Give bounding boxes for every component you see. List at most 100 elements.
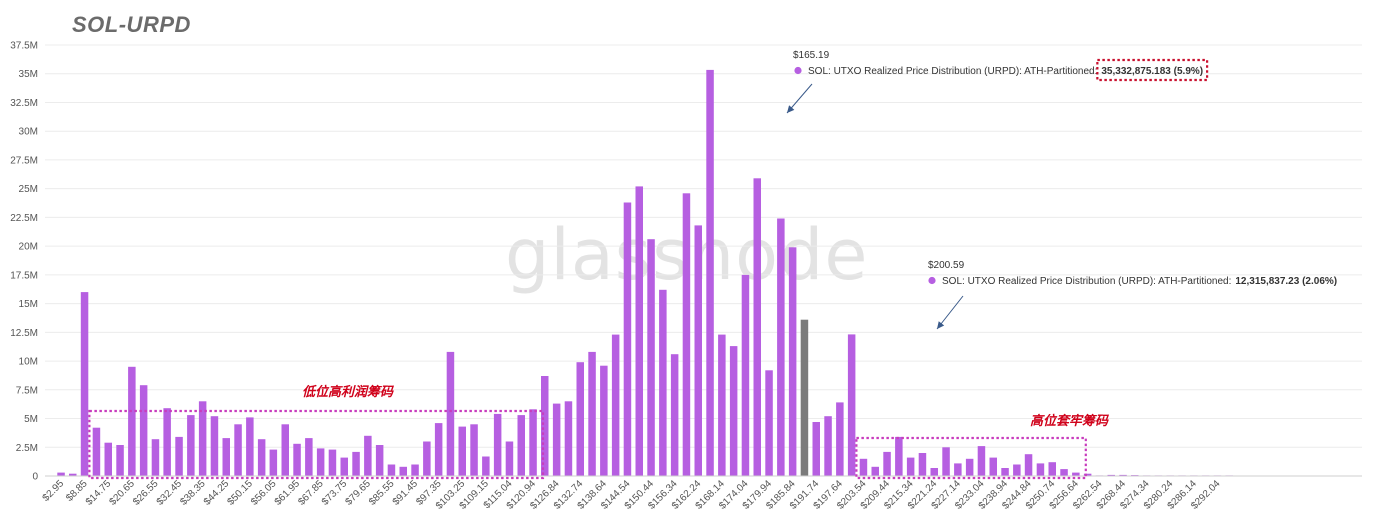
bar bbox=[623, 202, 632, 476]
bar bbox=[918, 453, 927, 476]
y-tick-label: 2.5M bbox=[16, 443, 38, 454]
bar bbox=[257, 439, 266, 476]
bar bbox=[517, 415, 525, 476]
x-tick-label: $32.45 bbox=[155, 478, 185, 508]
bar bbox=[387, 464, 396, 476]
y-tick-label: 35M bbox=[19, 69, 38, 80]
annotation-value: 12,315,837.23 (2.06%) bbox=[1235, 276, 1337, 287]
y-tick-label: 37.5M bbox=[10, 41, 38, 52]
bar bbox=[765, 370, 773, 476]
bar bbox=[458, 426, 466, 476]
bar bbox=[883, 451, 891, 476]
bar bbox=[564, 401, 573, 476]
bar bbox=[670, 354, 679, 476]
bar bbox=[116, 445, 124, 476]
bar bbox=[989, 457, 997, 476]
annotation-label: SOL: UTXO Realized Price Distribution (U… bbox=[942, 276, 1231, 287]
bar bbox=[1119, 474, 1127, 476]
bar bbox=[942, 447, 950, 476]
legend-dot bbox=[794, 66, 802, 75]
bar bbox=[482, 456, 490, 476]
x-tick-label: $67.85 bbox=[296, 478, 326, 508]
bar bbox=[1083, 473, 1092, 476]
bar bbox=[977, 446, 986, 476]
annotations: $165.19 SOL: UTXO Realized Price Distribu… bbox=[786, 50, 1337, 330]
bar bbox=[836, 402, 844, 476]
x-tick-label: $91.45 bbox=[391, 478, 421, 508]
bar bbox=[895, 436, 903, 476]
bar bbox=[69, 473, 77, 476]
y-tick-label: 10M bbox=[19, 357, 38, 368]
region-label-low: 低位高利润筹码 bbox=[302, 385, 394, 400]
bar bbox=[659, 289, 667, 476]
x-tick-label: $85.55 bbox=[367, 478, 397, 508]
bar bbox=[682, 193, 691, 477]
x-tick-label: $38.35 bbox=[178, 478, 208, 508]
legend-dot bbox=[928, 276, 936, 285]
x-tick-label: $73.75 bbox=[320, 478, 350, 508]
x-tick-label: $44.25 bbox=[202, 478, 232, 508]
bar bbox=[635, 186, 643, 476]
x-tick-label: $14.75 bbox=[84, 478, 114, 508]
y-axis: 0 2.5M 5M 7.5M 10M 12.5M 15M 17.5M 20M 22.5M 25M 27… bbox=[10, 41, 38, 483]
region-label-high: 高位套牢筹码 bbox=[1030, 414, 1109, 429]
bar bbox=[812, 422, 820, 476]
x-tick-label: $2.95 bbox=[41, 478, 67, 504]
bar bbox=[541, 376, 549, 476]
bar bbox=[800, 319, 809, 476]
bar bbox=[352, 451, 360, 476]
bar bbox=[92, 427, 101, 476]
bar-series bbox=[57, 69, 1233, 477]
bar bbox=[269, 449, 278, 476]
bar bbox=[175, 436, 183, 476]
bar bbox=[57, 472, 65, 476]
bar bbox=[151, 439, 160, 476]
bar bbox=[1048, 462, 1056, 476]
bar bbox=[1036, 463, 1045, 476]
bar bbox=[364, 435, 372, 476]
region-box bbox=[88, 409, 545, 480]
bar bbox=[906, 457, 915, 476]
y-tick-label: 17.5M bbox=[10, 270, 38, 281]
x-tick-label: $61.95 bbox=[273, 478, 303, 508]
y-tick-label: 0 bbox=[32, 472, 38, 483]
bar bbox=[930, 468, 938, 476]
x-tick-label: $26.55 bbox=[131, 478, 161, 508]
y-tick-label: 12.5M bbox=[10, 328, 38, 339]
bar bbox=[694, 225, 702, 476]
bar bbox=[847, 334, 856, 476]
bar bbox=[293, 443, 301, 476]
bar bbox=[753, 178, 761, 477]
bar bbox=[741, 274, 750, 476]
arrow-head bbox=[937, 321, 945, 329]
bar bbox=[954, 463, 962, 476]
bar bbox=[1060, 469, 1068, 476]
y-tick-label: 27.5M bbox=[10, 155, 38, 166]
bar bbox=[871, 466, 879, 476]
bar bbox=[375, 445, 384, 476]
y-tick-label: 7.5M bbox=[16, 385, 38, 396]
bar bbox=[423, 441, 431, 476]
bar bbox=[493, 413, 502, 476]
bar bbox=[246, 417, 254, 476]
bar bbox=[210, 416, 219, 476]
bar bbox=[305, 438, 313, 476]
bar bbox=[576, 362, 584, 476]
annotation-price: $200.59 bbox=[928, 260, 965, 271]
bar bbox=[647, 239, 655, 476]
x-tick-label: $20.65 bbox=[108, 478, 138, 508]
bar bbox=[1107, 474, 1115, 476]
bar bbox=[399, 466, 407, 476]
bar bbox=[187, 415, 195, 476]
grid-lines bbox=[45, 44, 1362, 477]
annotation-value: 35,332,875.183 (5.9%) bbox=[1101, 66, 1203, 77]
x-tick-label: $56.05 bbox=[249, 478, 279, 508]
bar bbox=[340, 457, 348, 476]
annotation-price: $165.19 bbox=[793, 50, 830, 61]
bar bbox=[163, 408, 171, 476]
bar bbox=[222, 438, 230, 476]
x-tick-label: $50.15 bbox=[226, 478, 256, 508]
bar bbox=[198, 401, 207, 476]
arrow-head bbox=[787, 105, 795, 113]
x-axis: $2.95$8.85$14.75$20.65$26.55$32.45$38.35… bbox=[41, 475, 1362, 512]
